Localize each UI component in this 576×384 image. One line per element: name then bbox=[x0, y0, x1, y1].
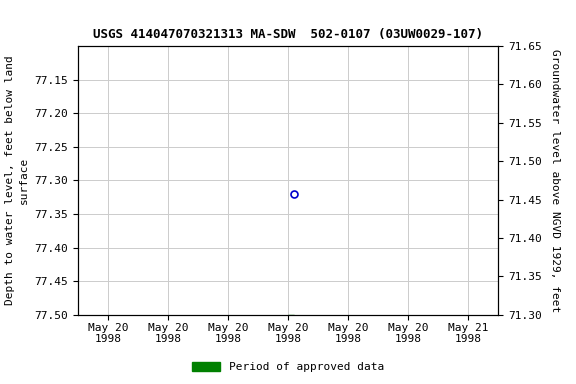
Y-axis label: Groundwater level above NGVD 1929, feet: Groundwater level above NGVD 1929, feet bbox=[550, 49, 560, 312]
Legend: Period of approved data: Period of approved data bbox=[188, 357, 388, 377]
Title: USGS 414047070321313 MA-SDW  502-0107 (03UW0029-107): USGS 414047070321313 MA-SDW 502-0107 (03… bbox=[93, 28, 483, 41]
Y-axis label: Depth to water level, feet below land
surface: Depth to water level, feet below land su… bbox=[5, 56, 29, 305]
